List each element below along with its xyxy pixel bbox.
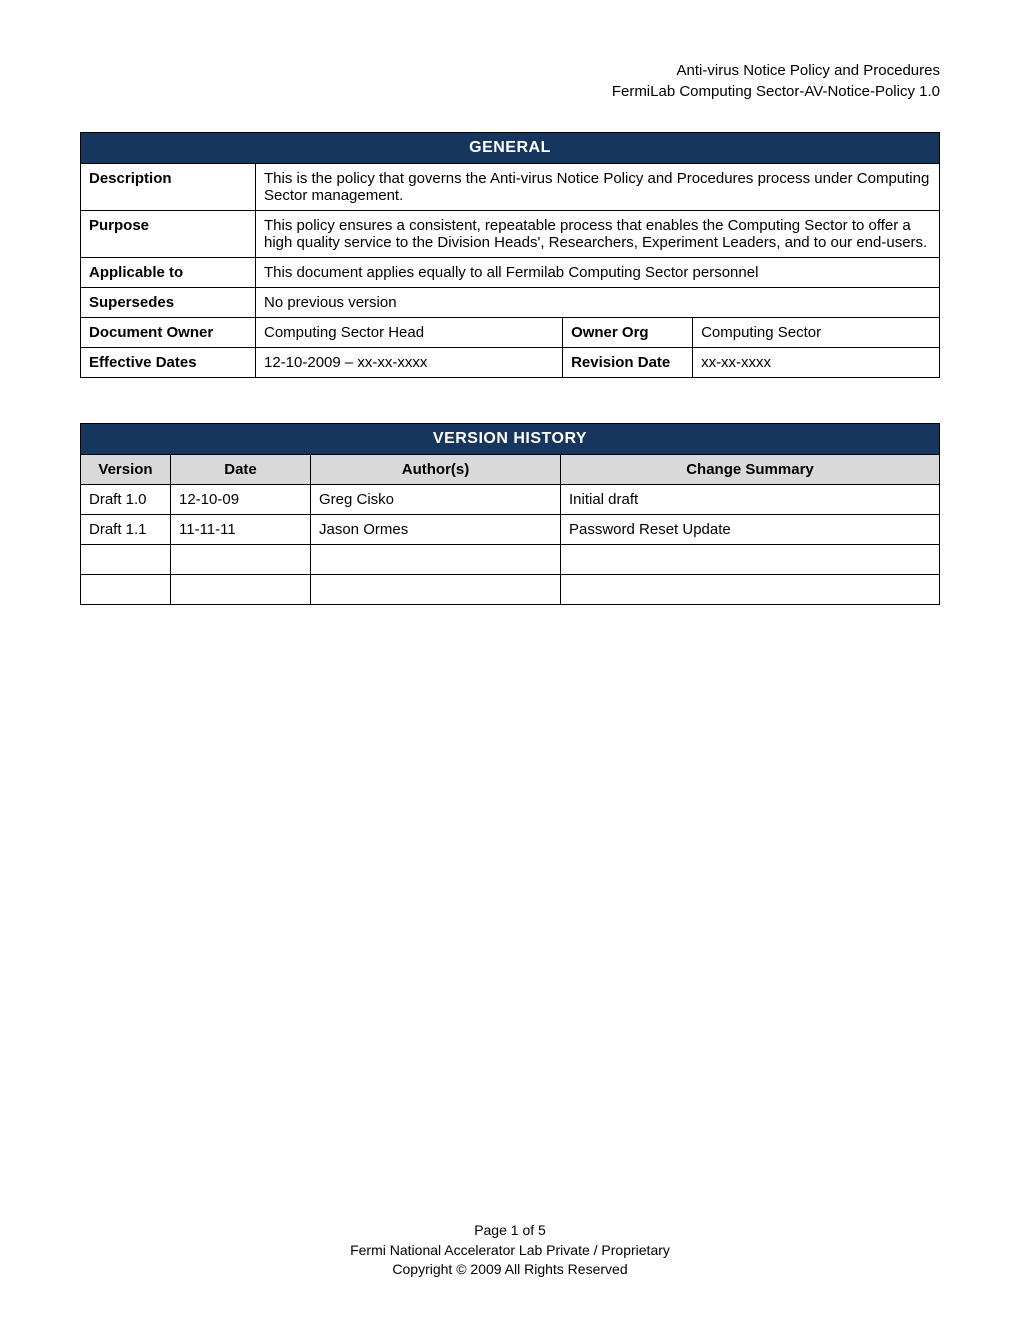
vh-date	[171, 575, 311, 605]
vh-col-version: Version	[81, 455, 171, 485]
vh-version: Draft 1.1	[81, 515, 171, 545]
purpose-value: This policy ensures a consistent, repeat…	[256, 211, 940, 258]
description-label: Description	[81, 164, 256, 211]
document-owner-value: Computing Sector Head	[256, 318, 563, 348]
description-value: This is the policy that governs the Anti…	[256, 164, 940, 211]
vh-author	[311, 545, 561, 575]
effective-dates-value: 12-10-2009 – xx-xx-xxxx	[256, 348, 563, 378]
supersedes-value: No previous version	[256, 288, 940, 318]
applicable-label: Applicable to	[81, 258, 256, 288]
footer-copyright: Copyright © 2009 All Rights Reserved	[0, 1260, 1020, 1280]
vh-author: Jason Ormes	[311, 515, 561, 545]
owner-org-label: Owner Org	[563, 318, 693, 348]
table-row: Draft 1.0 12-10-09 Greg Cisko Initial dr…	[81, 485, 940, 515]
vh-date: 11-11-11	[171, 515, 311, 545]
vh-col-author: Author(s)	[311, 455, 561, 485]
vh-date	[171, 545, 311, 575]
effective-dates-label: Effective Dates	[81, 348, 256, 378]
header-line-2: FermiLab Computing Sector-AV-Notice-Poli…	[80, 81, 940, 102]
vh-summary	[561, 575, 940, 605]
owner-org-value: Computing Sector	[693, 318, 940, 348]
vh-summary: Initial draft	[561, 485, 940, 515]
vh-date: 12-10-09	[171, 485, 311, 515]
footer-page: Page 1 of 5	[0, 1221, 1020, 1241]
document-header: Anti-virus Notice Policy and Procedures …	[80, 60, 940, 102]
vh-author: Greg Cisko	[311, 485, 561, 515]
footer-org: Fermi National Accelerator Lab Private /…	[0, 1241, 1020, 1261]
vh-col-date: Date	[171, 455, 311, 485]
header-line-1: Anti-virus Notice Policy and Procedures	[80, 60, 940, 81]
general-title: GENERAL	[81, 133, 940, 164]
vh-summary: Password Reset Update	[561, 515, 940, 545]
applicable-value: This document applies equally to all Fer…	[256, 258, 940, 288]
version-history-table: VERSION HISTORY Version Date Author(s) C…	[80, 423, 940, 605]
vh-summary	[561, 545, 940, 575]
vh-version	[81, 575, 171, 605]
table-row	[81, 545, 940, 575]
table-row	[81, 575, 940, 605]
purpose-label: Purpose	[81, 211, 256, 258]
document-owner-label: Document Owner	[81, 318, 256, 348]
vh-col-summary: Change Summary	[561, 455, 940, 485]
version-history-title: VERSION HISTORY	[81, 424, 940, 455]
vh-version	[81, 545, 171, 575]
general-table: GENERAL Description This is the policy t…	[80, 132, 940, 378]
revision-date-value: xx-xx-xxxx	[693, 348, 940, 378]
table-row: Draft 1.1 11-11-11 Jason Ormes Password …	[81, 515, 940, 545]
supersedes-label: Supersedes	[81, 288, 256, 318]
vh-version: Draft 1.0	[81, 485, 171, 515]
page-footer: Page 1 of 5 Fermi National Accelerator L…	[0, 1221, 1020, 1280]
revision-date-label: Revision Date	[563, 348, 693, 378]
vh-author	[311, 575, 561, 605]
